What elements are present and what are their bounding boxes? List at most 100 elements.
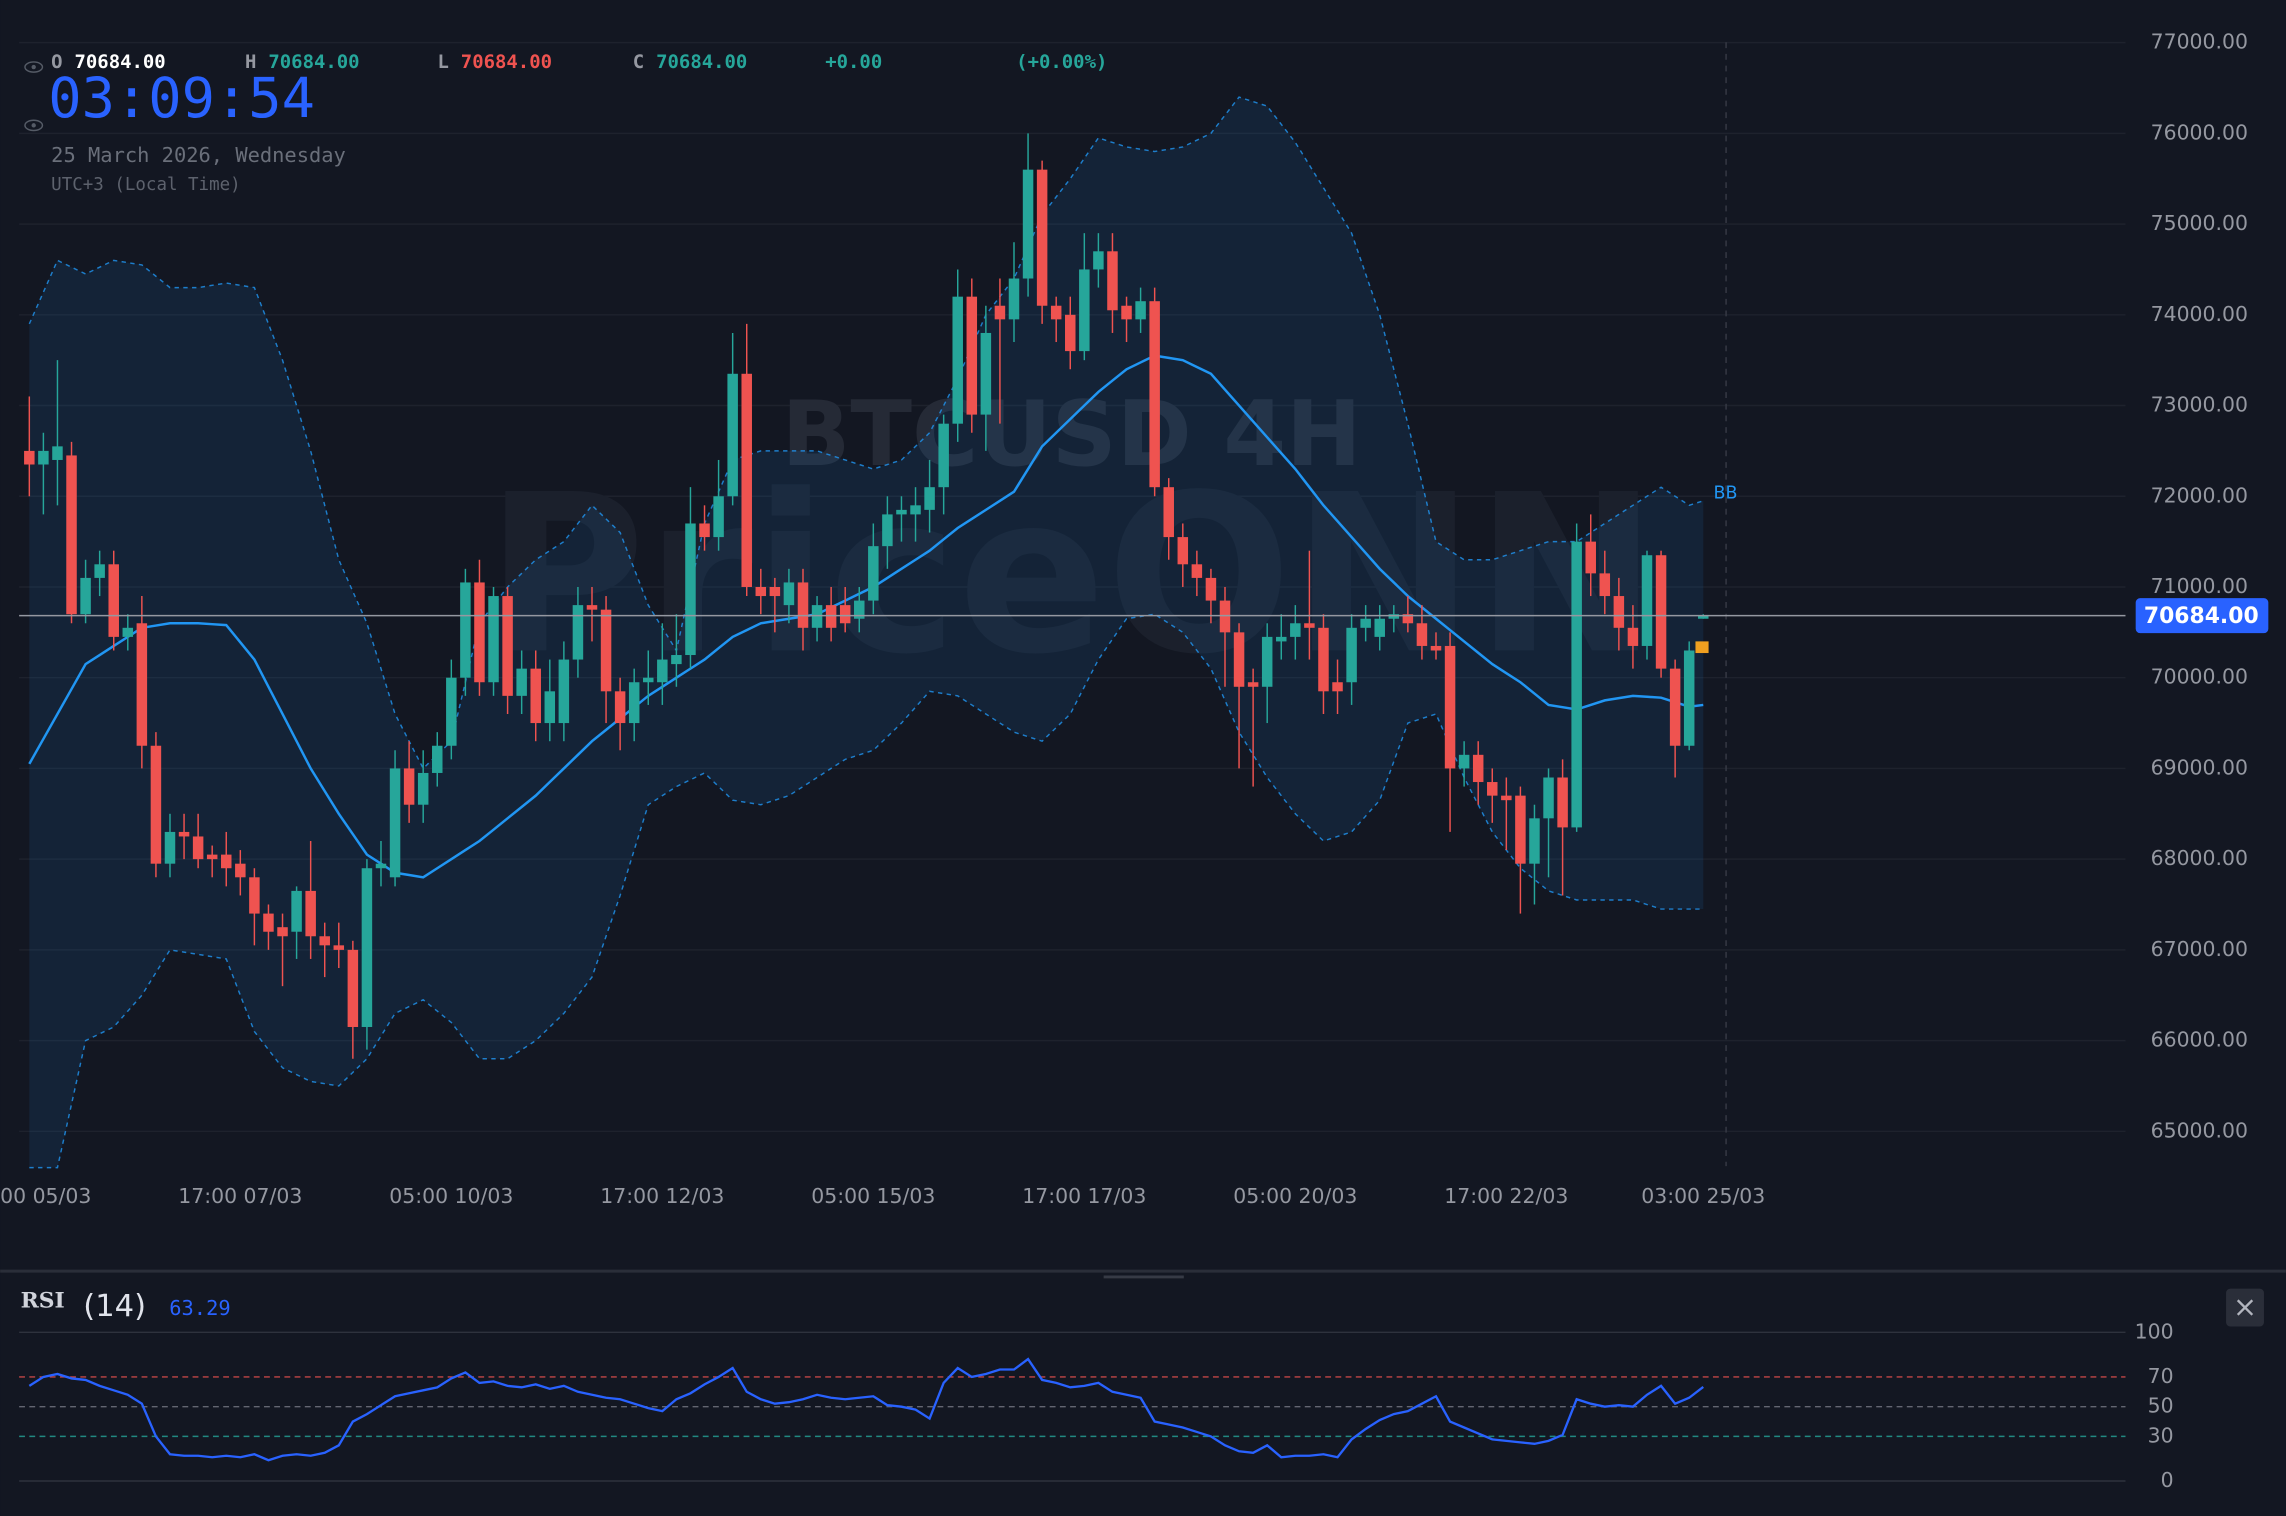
candle-body <box>1627 627 1639 646</box>
close-icon[interactable] <box>2236 1299 2254 1316</box>
candle-body <box>108 564 119 637</box>
ohlc-value: 70684.00 <box>461 51 552 73</box>
y-tick-label: 74000.00 <box>2151 302 2248 326</box>
band-label: BB <box>1713 484 1737 504</box>
candle-body <box>375 863 387 869</box>
candle-body <box>868 546 879 601</box>
candle-body <box>1079 269 1090 352</box>
ohlc-label: C <box>633 51 644 73</box>
rsi-title: RSI <box>21 1288 65 1314</box>
candle-body <box>1430 645 1442 651</box>
candle-body <box>333 945 345 950</box>
candle-body <box>460 582 471 678</box>
rsi-tick-label: 100 <box>2135 1319 2174 1343</box>
x-tick-label: 17:00 12/03 <box>600 1184 724 1208</box>
ohlc-label: H <box>245 51 256 73</box>
date: 25 March 2026, Wednesday <box>51 143 346 167</box>
band-middle <box>28 354 1704 879</box>
candle-body <box>1135 301 1146 320</box>
candles <box>24 133 1709 1059</box>
x-tick-label: 17:00 22/03 <box>1444 1184 1568 1208</box>
candle-body <box>1233 632 1245 687</box>
candle-body <box>94 564 105 578</box>
candle-body <box>263 913 274 932</box>
candle-body <box>1036 169 1048 306</box>
last-price-label: 70684.00 <box>2144 604 2259 629</box>
change-percent: (+0.00%) <box>1016 51 1107 73</box>
candle-body <box>1487 782 1498 796</box>
candle-body <box>488 596 499 683</box>
candle-body <box>727 373 738 497</box>
candle-body <box>403 768 415 805</box>
x-tick-label: 05:00 05/03 <box>0 1184 91 1208</box>
candle-body <box>938 423 949 488</box>
candle-body <box>1599 573 1611 597</box>
y-tick-label: 68000.00 <box>2151 846 2248 870</box>
candle-body <box>1065 314 1076 352</box>
eye-icon[interactable] <box>24 119 44 132</box>
x-tick-label: 05:00 20/03 <box>1233 1184 1357 1208</box>
candle-body <box>1416 623 1428 646</box>
ohlc-value: 70684.00 <box>75 51 166 73</box>
candle-body <box>319 936 330 946</box>
candle-body <box>361 868 373 1027</box>
candle-body <box>150 745 162 864</box>
candle-body <box>80 577 91 615</box>
candle-body <box>277 927 288 937</box>
candle-body <box>530 668 541 724</box>
rsi-tick-label: 70 <box>2148 1364 2174 1388</box>
y-tick-label: 75000.00 <box>2151 211 2248 235</box>
candle-body <box>291 890 302 932</box>
candle-body <box>417 772 429 805</box>
band-lower <box>29 613 1704 1169</box>
candle-body <box>1022 169 1034 279</box>
candle-body <box>347 949 359 1027</box>
eye-icon[interactable] <box>24 61 44 73</box>
candle-body <box>1402 614 1414 624</box>
y-tick-label: 67000.00 <box>2151 937 2248 961</box>
last-price-tag <box>2135 598 2269 634</box>
candle-body <box>671 655 682 665</box>
candle-body <box>558 659 570 724</box>
candle-body <box>924 487 935 510</box>
candle-body <box>1613 596 1625 628</box>
change: +0.00 <box>825 51 882 73</box>
candle-body <box>628 682 640 724</box>
candle-body <box>1276 636 1287 642</box>
ohlc-value: 70684.00 <box>268 51 359 73</box>
close-button[interactable] <box>2226 1288 2264 1327</box>
candle-body <box>1501 795 1512 801</box>
candle-body <box>980 332 992 415</box>
ohlc-value: 70684.00 <box>656 51 747 73</box>
timezone: UTC+3 (Local Time) <box>51 175 240 195</box>
candle-body <box>1360 618 1371 628</box>
candle-body <box>389 768 401 878</box>
ohlc-label: L <box>437 51 448 73</box>
candle-body <box>797 582 809 628</box>
candle-body <box>952 296 963 424</box>
x-tick-label: 17:00 07/03 <box>178 1184 302 1208</box>
rsi-tick-label: 50 <box>2148 1394 2174 1418</box>
candle-body <box>1304 623 1315 628</box>
y-tick-label: 65000.00 <box>2151 1118 2248 1142</box>
candle-body <box>1529 818 1540 864</box>
candle-body <box>1458 754 1470 769</box>
y-tick-label: 70000.00 <box>2151 665 2248 689</box>
candle-body <box>1655 555 1667 669</box>
candle-body <box>24 450 35 465</box>
candle-body <box>206 854 218 860</box>
candle-body <box>502 596 513 696</box>
candle-body <box>544 691 556 724</box>
candle-body <box>966 296 978 415</box>
candle-body <box>1388 614 1400 619</box>
candle-body <box>249 877 260 914</box>
candle-body <box>221 854 232 869</box>
candle-body <box>1698 615 1709 619</box>
y-tick-label: 72000.00 <box>2151 483 2248 507</box>
candle-body <box>1205 577 1217 601</box>
candle-body <box>474 582 485 683</box>
candle-body <box>1163 487 1174 538</box>
candle-body <box>1543 777 1554 819</box>
